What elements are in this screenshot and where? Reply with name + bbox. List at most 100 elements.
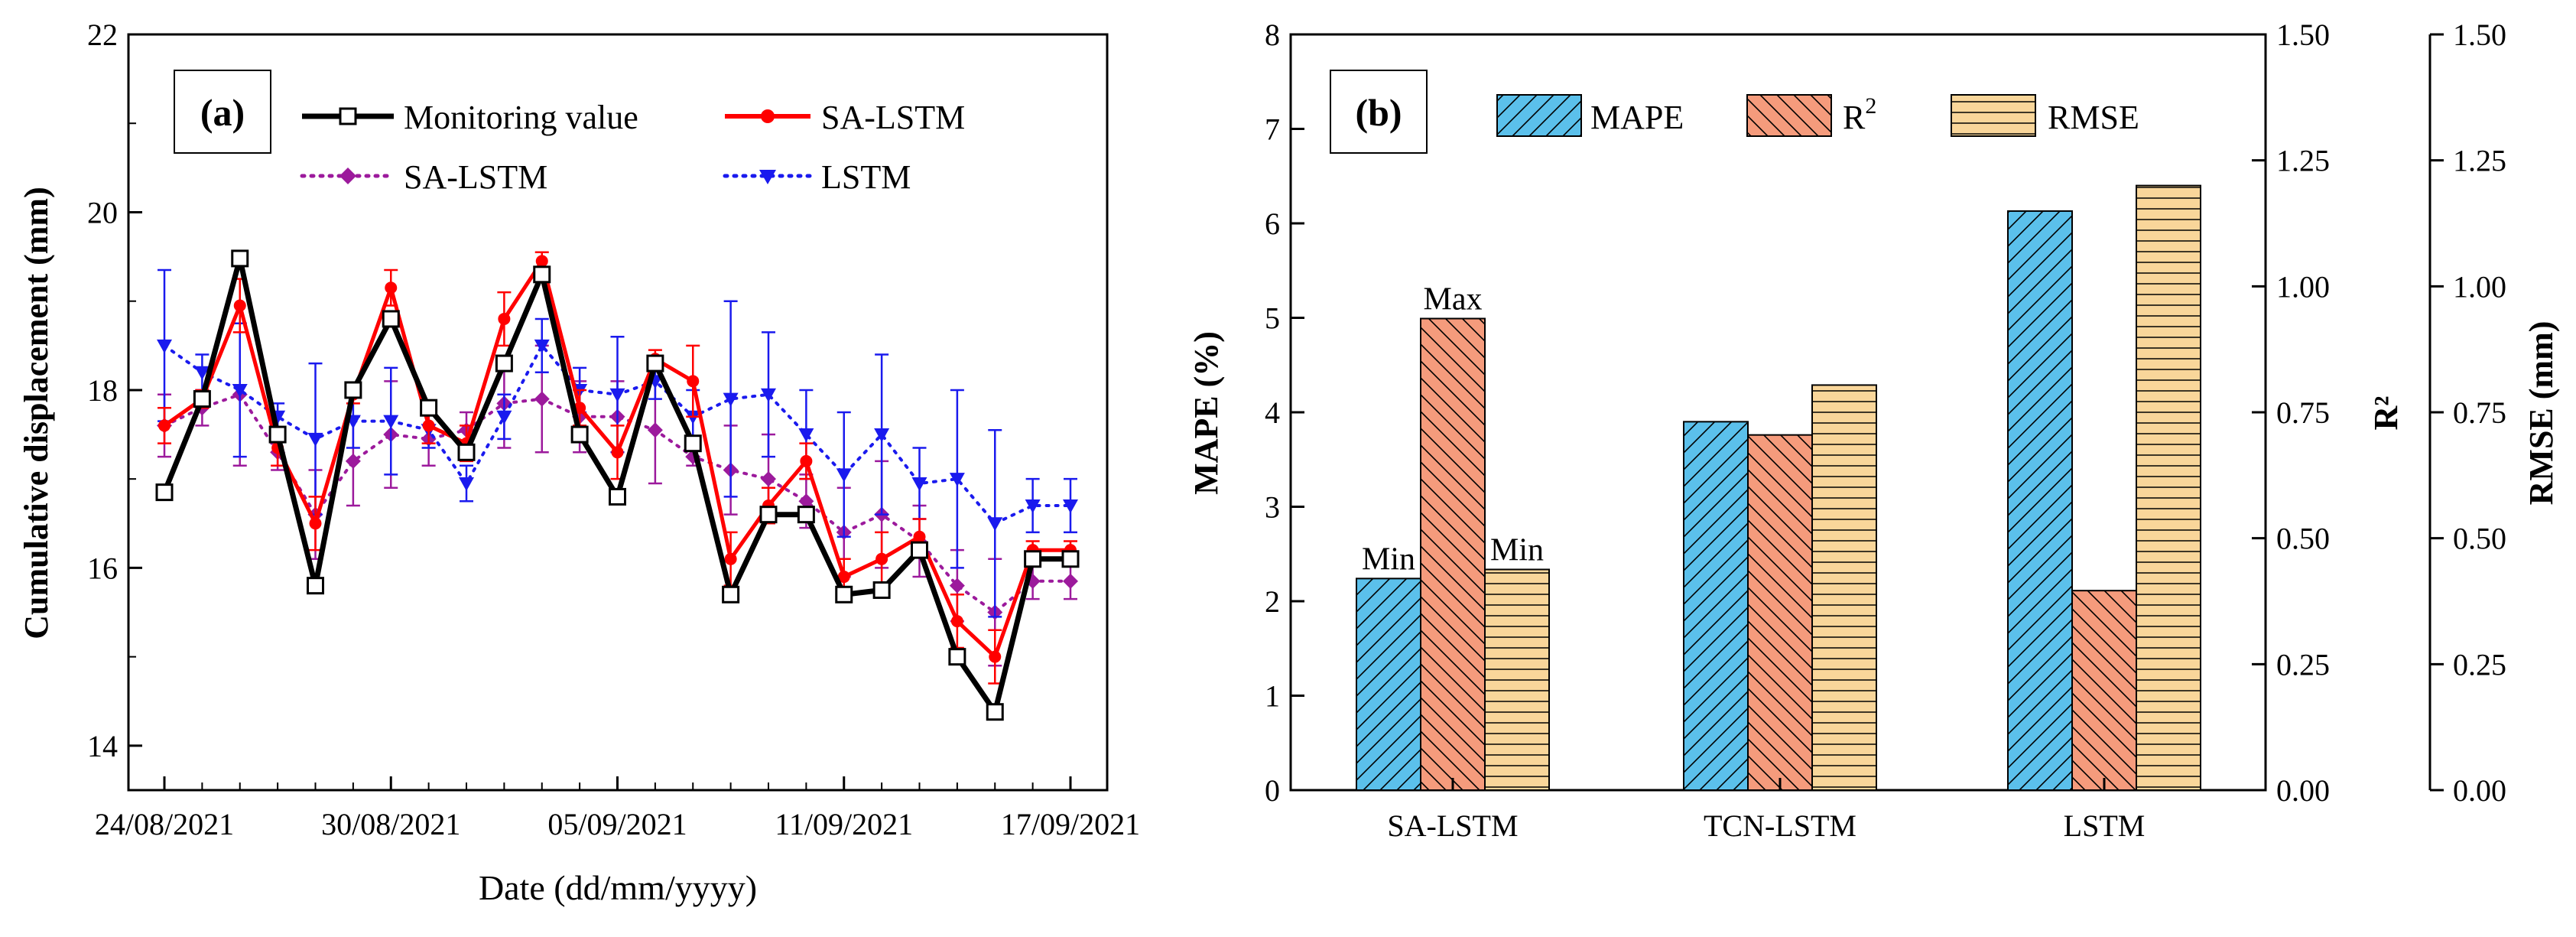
data-point xyxy=(231,249,249,268)
legend-swatch-mape-hatch xyxy=(1497,95,1581,136)
data-point xyxy=(307,577,324,595)
r2-tick-label: 0.75 xyxy=(2276,395,2330,430)
data-point xyxy=(759,506,778,524)
data-point xyxy=(913,530,926,543)
data-point xyxy=(986,703,1004,721)
rmse-tick-label: 0.75 xyxy=(2453,395,2506,430)
legend-item-sa-lstm-purple: SA-LSTM xyxy=(300,158,547,196)
data-point xyxy=(1063,499,1078,514)
legend-item-monitoring: Monitoring value xyxy=(302,99,638,136)
x-tick-label: TCN-LSTM xyxy=(1704,808,1856,843)
data-point xyxy=(646,354,664,373)
data-point xyxy=(684,434,702,453)
legend-label-mape: MAPE xyxy=(1590,99,1684,136)
data-point xyxy=(911,541,928,559)
data-point xyxy=(987,517,1003,532)
data-point xyxy=(535,255,548,268)
data-point xyxy=(193,390,211,408)
data-point xyxy=(420,399,438,417)
series-line xyxy=(161,257,1070,719)
data-point xyxy=(722,585,740,604)
data-point xyxy=(534,339,550,353)
bar-hatch xyxy=(1485,569,1549,790)
bar-hatch xyxy=(1748,434,1812,790)
data-point xyxy=(457,443,476,461)
data-point xyxy=(989,650,1002,663)
mape-tick-label: 7 xyxy=(1265,112,1280,147)
data-point xyxy=(383,415,399,429)
legend-label-sa-lstm-purple: SA-LSTM xyxy=(404,158,547,196)
bar-hatch xyxy=(1684,421,1748,790)
data-point xyxy=(385,281,398,294)
data-point xyxy=(609,487,626,506)
rmse-tick-label: 1.50 xyxy=(2453,18,2506,52)
mape-tick-label: 6 xyxy=(1265,207,1280,241)
data-point xyxy=(874,428,890,443)
panel-b-r2-axis-title: R² xyxy=(2367,396,2405,431)
panel-b-legend: MAPE R2 RMSE xyxy=(1496,93,2139,137)
mape-tick-label: 8 xyxy=(1265,18,1280,52)
legend-swatch-rmse-hatch xyxy=(1951,95,2035,136)
data-point xyxy=(948,648,966,666)
data-point xyxy=(344,381,362,399)
r2-tick-label: 0.25 xyxy=(2276,647,2330,682)
x-tick-label: LSTM xyxy=(2064,808,2146,843)
y-tick-label: 14 xyxy=(87,729,118,763)
data-point xyxy=(570,425,589,444)
data-point xyxy=(496,410,512,425)
legend-marker-sa-lstm-red xyxy=(761,109,775,123)
panel-a-tag: (a) xyxy=(200,91,245,134)
panel-a-x-axis: 24/08/2021 30/08/2021 05/09/2021 11/09/2021… xyxy=(95,776,1140,841)
data-point xyxy=(724,552,737,565)
data-point xyxy=(835,585,853,604)
bar-hatch xyxy=(1356,578,1421,790)
data-point xyxy=(1025,499,1041,514)
bar-hatch xyxy=(1812,385,1876,790)
data-point xyxy=(1063,573,1078,589)
bar-hatch xyxy=(2008,210,2072,790)
legend-label-monitoring: Monitoring value xyxy=(404,99,638,136)
legend-marker-lstm xyxy=(759,170,776,184)
data-point xyxy=(422,419,435,432)
panel-b-mape-axis-title: MAPE (%) xyxy=(1187,331,1225,495)
panel-b-rmse-axis-title: RMSE (mm) xyxy=(2522,321,2560,506)
rmse-tick-label: 1.25 xyxy=(2453,144,2506,178)
data-point xyxy=(158,419,171,432)
legend-item-lstm: LSTM xyxy=(723,158,911,196)
legend-label-r2: R2 xyxy=(1843,93,1876,136)
bar-hatch xyxy=(2136,185,2201,791)
data-point xyxy=(498,312,511,325)
category-group: Min Max Min SA-LSTM xyxy=(1356,281,1550,843)
rmse-tick-label: 0.00 xyxy=(2453,773,2506,808)
x-tick-label: 17/09/2021 xyxy=(1001,807,1140,841)
series-3 xyxy=(157,268,1078,618)
data-point xyxy=(609,388,625,402)
panel-a-tag-box xyxy=(174,70,271,154)
y-tick-label: 16 xyxy=(87,551,118,585)
legend-label-lstm: LSTM xyxy=(821,158,911,196)
panel-a-legend: Monitoring value SA-LSTM SA-LSTM LSTM xyxy=(300,99,965,196)
data-point xyxy=(798,428,814,443)
mape-tick-label: 0 xyxy=(1265,773,1280,808)
rmse-tick-label: 0.50 xyxy=(2453,522,2506,556)
panel-b-bar-chart: 0 1 2 3 4 5 6 7 8 0.00 0.00 0.25 0.25 0.50 0.50 0.75 0.7… xyxy=(1187,18,2560,843)
panel-a-y-axis: 14 16 18 20 22 xyxy=(87,18,142,763)
mape-tick-label: 4 xyxy=(1265,395,1280,430)
panel-b-tag-box xyxy=(1330,70,1428,154)
data-point xyxy=(647,422,663,438)
x-tick-label: SA-LSTM xyxy=(1387,808,1518,843)
bar-hatch xyxy=(1421,318,1485,790)
data-point xyxy=(533,265,551,284)
bar-annotation: Min xyxy=(1490,533,1544,568)
data-point xyxy=(950,615,963,628)
category-group: TCN-LSTM xyxy=(1683,384,1877,843)
data-point xyxy=(233,299,246,312)
legend-label-rmse: RMSE xyxy=(2048,99,2139,136)
mape-tick-label: 3 xyxy=(1265,490,1280,525)
legend-label-r2-base: R xyxy=(1843,99,1866,136)
data-point xyxy=(157,339,172,353)
panel-b-axes: 0 1 2 3 4 5 6 7 8 0.00 0.00 0.25 0.25 0.50 0.50 0.75 0.7… xyxy=(1265,18,2506,808)
panel-b-tag: (b) xyxy=(1355,91,1402,134)
